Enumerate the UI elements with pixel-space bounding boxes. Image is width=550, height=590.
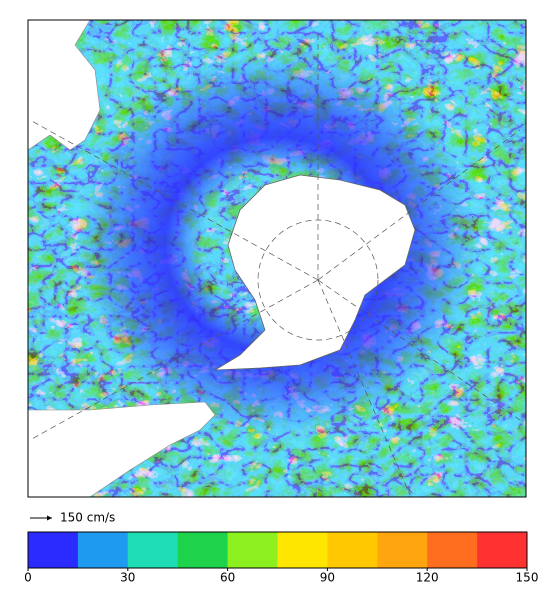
colorbar-segment: [327, 532, 378, 568]
land-bottom-left: [28, 401, 216, 497]
colorbar-segment: [127, 532, 179, 568]
colorbar-tick-label: 120: [416, 571, 439, 585]
land-antarctica: [214, 174, 416, 371]
speed-field: [28, 20, 526, 497]
colorbar-segment: [227, 532, 278, 568]
colorbar-segment: [177, 532, 229, 568]
scale-arrow-label: 150 cm/s: [60, 511, 115, 525]
colorbar-frame: [27, 531, 528, 569]
colorbar-segment: [477, 532, 528, 568]
colorbar-tick-label: 30: [120, 571, 135, 585]
land-south-america: [28, 20, 101, 151]
colorbar-segment: [28, 532, 79, 568]
colorbar-segment: [77, 532, 129, 568]
colorbar-tick-label: 90: [320, 571, 335, 585]
colorbar: 0 30 60 90 120 150: [24, 531, 539, 585]
graticule: [29, 30, 521, 496]
colorbar-segment: [277, 532, 328, 568]
colorbar-tick-label: 60: [220, 571, 235, 585]
colorbar-tick-label: 0: [24, 571, 32, 585]
scale-arrow-head: [47, 515, 52, 521]
map-frame: [27, 19, 527, 498]
colorbar-segment: [377, 532, 428, 568]
colorbar-segment: [427, 532, 478, 568]
colorbar-tick-label: 150: [516, 571, 539, 585]
